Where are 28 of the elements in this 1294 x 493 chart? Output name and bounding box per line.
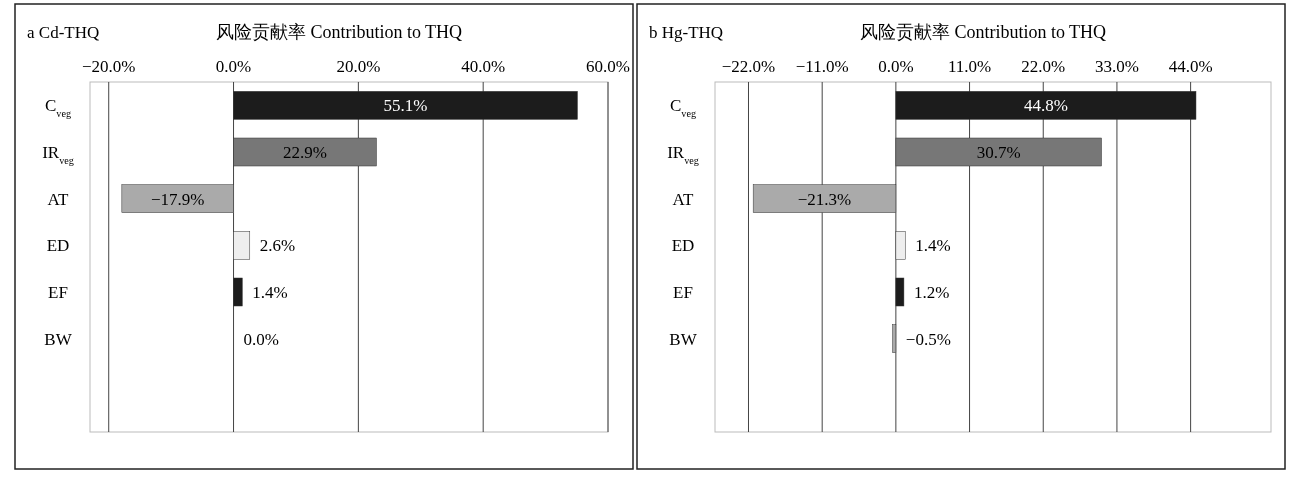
xlabel: 风险贡献率 Contribution to THQ (859, 22, 1107, 42)
xtick: −11.0% (795, 57, 849, 76)
xlabel: 风险贡献率 Contribution to THQ (215, 22, 463, 42)
xtick: 33.0% (1094, 57, 1139, 76)
xtick: 40.0% (461, 57, 506, 76)
category: ED (671, 236, 695, 256)
category: C$_{veg}$ (669, 96, 697, 119)
xtick: −20.0% (81, 57, 136, 76)
title: a Cd-THQ (27, 23, 100, 42)
xtick: −22.0% (721, 57, 776, 76)
xtick: 60.0% (586, 57, 630, 76)
category: BW (669, 329, 697, 349)
title: b Hg-THQ (649, 23, 724, 42)
category: EF (673, 283, 693, 302)
xtick: 11.0% (947, 57, 992, 76)
category: BW (44, 329, 72, 349)
category: AT (672, 189, 694, 209)
xtick: 0.0% (215, 57, 252, 76)
xtick: 0.0% (878, 57, 914, 76)
category: EF (48, 283, 68, 302)
xtick: 44.0% (1168, 57, 1213, 76)
category: ED (46, 236, 70, 256)
category: AT (47, 189, 69, 209)
category: IR$_{veg}$ (667, 143, 699, 166)
category: IR$_{veg}$ (42, 143, 74, 166)
category: C$_{veg}$ (44, 96, 72, 119)
xtick: 22.0% (1021, 57, 1066, 76)
xtick: 20.0% (336, 57, 381, 76)
